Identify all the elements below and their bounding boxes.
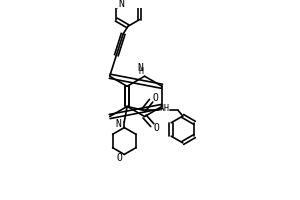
Text: O: O bbox=[152, 93, 158, 103]
Text: O: O bbox=[116, 153, 122, 163]
Text: O: O bbox=[153, 123, 159, 133]
Text: N: N bbox=[138, 63, 144, 73]
Text: N: N bbox=[116, 119, 122, 129]
Text: NH: NH bbox=[160, 104, 170, 113]
Text: N: N bbox=[118, 0, 124, 9]
Text: H: H bbox=[138, 67, 143, 76]
